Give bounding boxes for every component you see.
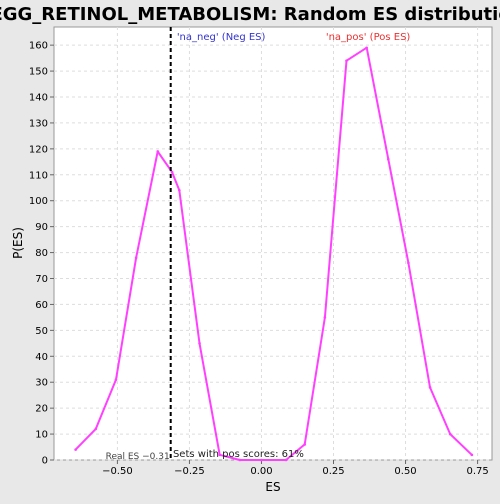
y-tick-label: 0 (42, 456, 48, 467)
y-tick-label: 60 (35, 300, 48, 311)
data-point (218, 453, 221, 457)
data-point (428, 386, 432, 389)
y-tick-label: 100 (29, 196, 48, 207)
y-tick-label: 30 (35, 378, 48, 389)
y-tick-label: 90 (35, 222, 48, 233)
x-axis-label: ES (265, 480, 280, 494)
data-point (178, 189, 181, 192)
data-point (407, 261, 410, 265)
real-es-label: Real ES −0.31 (106, 452, 170, 462)
data-point (170, 170, 174, 174)
data-point (345, 59, 348, 63)
y-tick-label: 20 (35, 404, 48, 415)
y-tick-label: 40 (35, 352, 48, 363)
chart-title: KEGG_RETINOL_METABOLISM: Random ES distr… (0, 4, 500, 25)
data-point (470, 453, 474, 457)
axis-layer: 0 10 20 30 40 50 60 70 80 90 100 110 120 130 140 150 160… (29, 41, 489, 477)
data-point (134, 256, 138, 260)
neg-es-annotation: 'na_neg' (Neg ES) (177, 32, 266, 43)
y-tick-label: 70 (35, 274, 48, 285)
data-point (74, 448, 77, 451)
y-axis-label: P(ES) (11, 227, 25, 259)
x-tick-label: −0.25 (174, 466, 205, 477)
data-point (323, 316, 327, 319)
data-point (156, 150, 160, 153)
data-point (260, 458, 263, 462)
data-point (114, 378, 118, 381)
x-tick-label: 0.00 (250, 466, 272, 477)
pos-es-annotation: 'na_pos' (Pos ES) (326, 32, 411, 43)
data-point (284, 458, 288, 462)
data-point (303, 443, 306, 446)
data-point (94, 427, 98, 431)
x-tick-label: 0.75 (466, 466, 488, 477)
data-point (365, 46, 368, 50)
y-tick-label: 10 (35, 430, 48, 441)
y-tick-label: 110 (29, 170, 48, 181)
grid-layer (54, 27, 492, 461)
data-point (198, 342, 201, 345)
series-layer: Real ES −0.31 'na_neg' (Neg ES) 'na_pos' (… (74, 27, 474, 462)
data-point (238, 458, 242, 462)
pos-scores-annotation: Sets with pos scores: 61% (173, 449, 304, 460)
y-tick-label: 160 (29, 41, 48, 52)
x-tick-label: −0.50 (102, 466, 133, 477)
x-tick-label: 0.50 (394, 466, 416, 477)
y-tick-label: 130 (29, 118, 48, 129)
y-tick-label: 120 (29, 144, 48, 155)
data-point (386, 157, 390, 161)
y-tick-label: 140 (29, 93, 48, 104)
y-tick-label: 150 (29, 67, 48, 78)
x-tick-label: 0.25 (322, 466, 344, 477)
y-tick-label: 50 (35, 326, 48, 337)
y-tick-label: 80 (35, 248, 48, 259)
data-point (448, 432, 452, 436)
plot-area (53, 26, 493, 461)
